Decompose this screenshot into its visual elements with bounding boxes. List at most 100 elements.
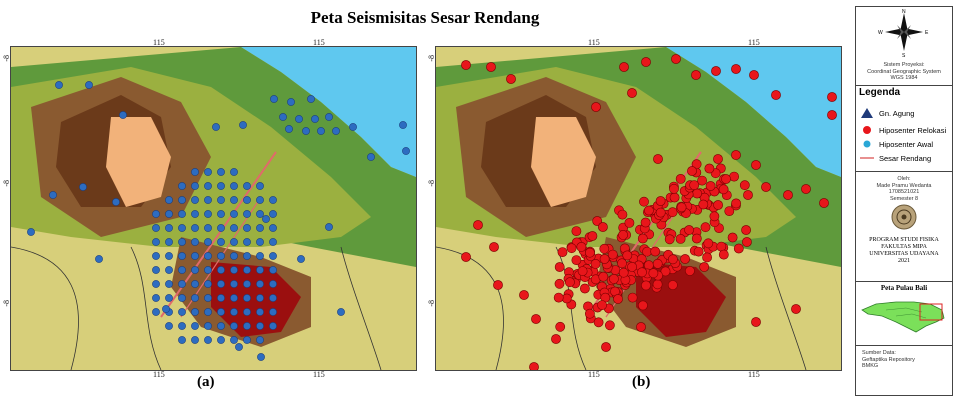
initial-hypocenter [152, 238, 160, 246]
initial-hypocenter [287, 98, 295, 106]
relocated-hypocenter [486, 62, 496, 72]
initial-hypocenter [239, 121, 247, 129]
initial-hypocenter [191, 336, 199, 344]
initial-hypocenter [311, 115, 319, 123]
initial-hypocenter [152, 294, 160, 302]
relocated-hypocenter [741, 237, 752, 247]
relocated-hypocenter [613, 294, 623, 304]
initial-hypocenter [325, 223, 333, 231]
initial-hypocenter [204, 224, 212, 232]
initial-hypocenter [191, 294, 199, 302]
initial-hypocenter [230, 182, 238, 190]
map-title: Peta Seismisitas Sesar Rendang [310, 8, 540, 27]
initial-hypocenter [217, 252, 225, 260]
initial-hypocenter [217, 210, 225, 218]
relocated-hypocenter [627, 292, 638, 303]
initial-hypocenter [317, 127, 325, 135]
initial-hypocenter [217, 294, 225, 302]
initial-hypocenter [269, 210, 277, 218]
initial-hypocenter [230, 238, 238, 246]
panel-label-b: (b) [632, 374, 651, 390]
source-line-2: Geftaptika Repository [862, 356, 915, 363]
relocated-hypocenter [691, 159, 702, 170]
map-panel-b[interactable] [435, 46, 842, 371]
source-line-1: Sumber Data: [862, 350, 896, 356]
relocated-hypocenter [700, 222, 711, 233]
relocated-hypocenter [571, 226, 582, 236]
relocated-hypocenter [597, 300, 607, 310]
initial-hypocenter [178, 336, 186, 344]
relocated-hypocenter [639, 196, 649, 207]
relocated-hypocenter [718, 249, 729, 260]
institution-line-4: 2021 [898, 258, 910, 264]
legend-label-gn-agung: Gn. Agung [879, 108, 915, 118]
relocated-hypocenter [608, 273, 619, 284]
initial-hypocenter [178, 252, 186, 260]
relocated-hypocenter [643, 260, 654, 271]
relocated-hypocenter [529, 362, 539, 370]
initial-hypocenter [178, 266, 186, 274]
relocated-hypocenter [564, 277, 575, 288]
tick-left-5: -8 [427, 180, 436, 187]
initial-hypocenter [230, 294, 238, 302]
initial-hypocenter [256, 182, 264, 190]
author-line-2: Made Pramu Wedanta [876, 182, 932, 189]
initial-hypocenter [367, 153, 375, 161]
fault-line-icon [860, 153, 874, 163]
author-line-4: Semester 8 [889, 195, 919, 202]
relocated-hypocenter [653, 154, 663, 164]
initial-hypocenter [165, 196, 173, 204]
initial-hypocenter [256, 196, 264, 204]
relocated-hypocenter [652, 258, 663, 269]
initial-hypocenter [256, 238, 264, 246]
initial-hypocenter [95, 255, 103, 263]
initial-hypocenter [295, 115, 303, 123]
relocated-hypocenter [506, 74, 516, 84]
relocated-hypocenter [473, 220, 483, 230]
initial-hypocenter [349, 123, 357, 131]
initial-hypocenter [230, 280, 238, 288]
relocated-hypocenter [551, 334, 561, 344]
initial-hypocenter [243, 224, 251, 232]
relocated-hypocenter [705, 181, 716, 191]
initial-hypocenter [243, 266, 251, 274]
relocated-hypocenter [713, 200, 723, 210]
initial-hypocenter [178, 294, 186, 302]
relocated-hypocenter [641, 280, 651, 291]
source-box: Sumber Data: Geftaptika Repository BMKG [856, 345, 952, 395]
map-panel-a[interactable] [10, 46, 417, 371]
initial-hypocenter [402, 147, 410, 155]
compass-e: E [925, 30, 929, 36]
initial-hypocenter [269, 280, 277, 288]
relocated-hypocenter [561, 293, 572, 304]
relocated-hypocenter [684, 225, 694, 235]
relocated-hypocenter [724, 206, 735, 216]
initial-hypocenter [191, 168, 199, 176]
relocated-hypocenter [667, 254, 678, 265]
initial-hypocenter [243, 182, 251, 190]
initial-hypocenter [230, 224, 238, 232]
institution-line-1: PROGRAM STUDI FISIKA [869, 237, 939, 243]
initial-hypocenter [256, 294, 264, 302]
tick-left-3: -8 [2, 300, 11, 307]
relocated-hypocenter [636, 322, 646, 332]
compass-box: N S E W Sistem Proyeksi: Coordinat Geogr… [856, 7, 952, 86]
relocated-hypocenter [557, 247, 568, 257]
relocated-hypocenter [827, 110, 837, 120]
relocated-hypocenter [676, 202, 687, 213]
source-line-3: BMKG [862, 363, 879, 369]
relocated-hypocenter [648, 268, 659, 279]
relocated-hypocenter [461, 60, 471, 70]
bali-inset-map [858, 294, 950, 336]
initial-hypocenter [152, 210, 160, 218]
initial-hypocenter [191, 238, 199, 246]
relocated-hypocenter [599, 254, 610, 264]
initial-hypocenter [256, 280, 264, 288]
tick-bottom-2: 115 [313, 370, 325, 379]
relocated-hypocenter [593, 317, 604, 328]
triangle-icon [860, 108, 874, 118]
initial-hypocenter [243, 196, 251, 204]
initial-hypocenter [165, 210, 173, 218]
relocated-hypocenter [619, 62, 629, 72]
map-sidebar: N S E W Sistem Proyeksi: Coordinat Geogr… [855, 6, 953, 396]
